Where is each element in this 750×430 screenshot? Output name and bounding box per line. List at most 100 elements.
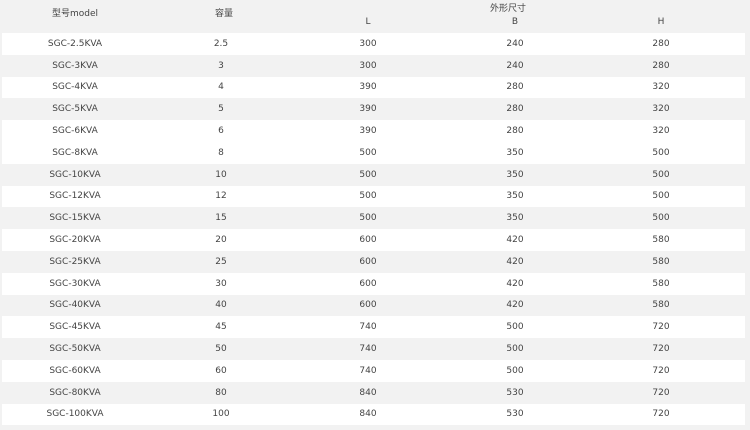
cell-H: 720	[652, 387, 670, 398]
cell-B: 500	[506, 344, 524, 355]
cell-capacity: 25	[215, 256, 227, 267]
cell-B: 500	[506, 365, 524, 376]
cell-B: 530	[506, 387, 524, 398]
cell-H: 720	[652, 365, 670, 376]
table-row: SGC-8KVA 8 500 350 500	[2, 141, 745, 164]
cell-model: SGC-4KVA	[52, 82, 98, 93]
table-row: SGC-10KVA 10 500 350 500	[2, 163, 745, 186]
cell-B: 350	[506, 169, 524, 180]
cell-model: SGC-60KVA	[49, 365, 101, 376]
cell-L: 500	[359, 169, 377, 180]
cell-B: 420	[506, 256, 524, 267]
cell-model: SGC-2.5KVA	[47, 38, 103, 49]
cell-model: SGC-20KVA	[49, 235, 101, 246]
cell-L: 500	[359, 147, 377, 158]
cell-B: 240	[506, 60, 524, 71]
cell-capacity: 60	[215, 365, 227, 376]
cell-model: SGC-5KVA	[52, 104, 98, 115]
cell-L: 740	[359, 365, 377, 376]
cell-B: 240	[506, 38, 524, 49]
cell-capacity: 10	[215, 169, 227, 180]
table-row: SGC-30KVA 30 600 420 580	[2, 272, 745, 295]
cell-model: SGC-3KVA	[52, 60, 98, 71]
cell-B: 530	[506, 409, 524, 420]
cell-model: SGC-40KVA	[49, 300, 101, 311]
cell-H: 580	[652, 278, 670, 289]
header-B: B	[511, 17, 519, 27]
cell-capacity: 8	[218, 147, 224, 158]
cell-model: SGC-8KVA	[52, 147, 98, 158]
cell-L: 390	[359, 82, 377, 93]
cell-capacity: 15	[215, 213, 227, 224]
cell-model: SGC-45KVA	[49, 322, 101, 333]
cell-capacity: 40	[215, 300, 227, 311]
cell-model: SGC-10KVA	[49, 169, 101, 180]
cell-capacity: 50	[215, 344, 227, 355]
table-row: SGC-4KVA 4 390 280 320	[2, 76, 745, 99]
table-row: SGC-45KVA 45 740 500 720	[2, 316, 745, 339]
table-row: SGC-20KVA 20 600 420 580	[2, 229, 745, 251]
table-row: SGC-2.5KVA 2.5 300 240 280	[2, 33, 745, 55]
cell-B: 420	[506, 278, 524, 289]
cell-H: 320	[652, 126, 670, 137]
cell-capacity: 12	[215, 191, 227, 202]
cell-B: 420	[506, 235, 524, 246]
cell-B: 280	[506, 82, 524, 93]
cell-B: 280	[506, 126, 524, 137]
table-row: SGC-40KVA 40 600 420 580	[2, 294, 745, 317]
cell-capacity: 30	[215, 278, 227, 289]
cell-L: 600	[359, 256, 377, 267]
cell-L: 300	[359, 38, 377, 49]
table-row: SGC-3KVA 3 300 240 280	[2, 54, 745, 77]
cell-H: 500	[652, 213, 670, 224]
table-row: SGC-25KVA 25 600 420 580	[2, 250, 745, 273]
cell-L: 600	[359, 278, 377, 289]
table-row: SGC-50KVA 50 740 500 720	[2, 338, 745, 360]
cell-H: 320	[652, 82, 670, 93]
cell-model: SGC-100KVA	[46, 409, 104, 420]
cell-H: 500	[652, 169, 670, 180]
cell-capacity: 80	[215, 387, 227, 398]
cell-H: 580	[652, 256, 670, 267]
cell-B: 280	[506, 104, 524, 115]
cell-L: 600	[359, 300, 377, 311]
table-row: SGC-6KVA 6 390 280 320	[2, 120, 745, 142]
table-row: SGC-80KVA 80 840 530 720	[2, 381, 745, 404]
cell-model: SGC-25KVA	[49, 256, 101, 267]
cell-H: 720	[652, 344, 670, 355]
header-capacity: 容量	[214, 9, 234, 19]
cell-L: 740	[359, 344, 377, 355]
cell-H: 580	[652, 235, 670, 246]
cell-model: SGC-30KVA	[49, 278, 101, 289]
cell-B: 350	[506, 213, 524, 224]
cell-L: 840	[359, 387, 377, 398]
cell-L: 500	[359, 191, 377, 202]
cell-capacity: 20	[215, 235, 227, 246]
cell-H: 720	[652, 409, 670, 420]
cell-capacity: 2.5	[213, 38, 229, 49]
cell-model: SGC-15KVA	[49, 213, 101, 224]
cell-L: 600	[359, 235, 377, 246]
cell-B: 420	[506, 300, 524, 311]
cell-model: SGC-12KVA	[49, 191, 101, 202]
cell-L: 740	[359, 322, 377, 333]
table-row: SGC-15KVA 15 500 350 500	[2, 207, 745, 230]
cell-capacity: 5	[218, 104, 224, 115]
cell-H: 320	[652, 104, 670, 115]
cell-capacity: 3	[218, 60, 224, 71]
cell-B: 350	[506, 147, 524, 158]
cell-L: 390	[359, 104, 377, 115]
header-H: H	[657, 17, 665, 27]
table-row: SGC-12KVA 12 500 350 500	[2, 185, 745, 208]
cell-L: 840	[359, 409, 377, 420]
cell-H: 280	[652, 60, 670, 71]
table-row: SGC-60KVA 60 740 500 720	[2, 359, 745, 382]
cell-capacity: 4	[218, 82, 224, 93]
cell-L: 500	[359, 213, 377, 224]
cell-capacity: 45	[215, 322, 227, 333]
cell-L: 390	[359, 126, 377, 137]
cell-capacity: 100	[212, 409, 230, 420]
cell-H: 280	[652, 38, 670, 49]
header-dimensions: 外形尺寸	[489, 4, 527, 14]
cell-H: 580	[652, 300, 670, 311]
